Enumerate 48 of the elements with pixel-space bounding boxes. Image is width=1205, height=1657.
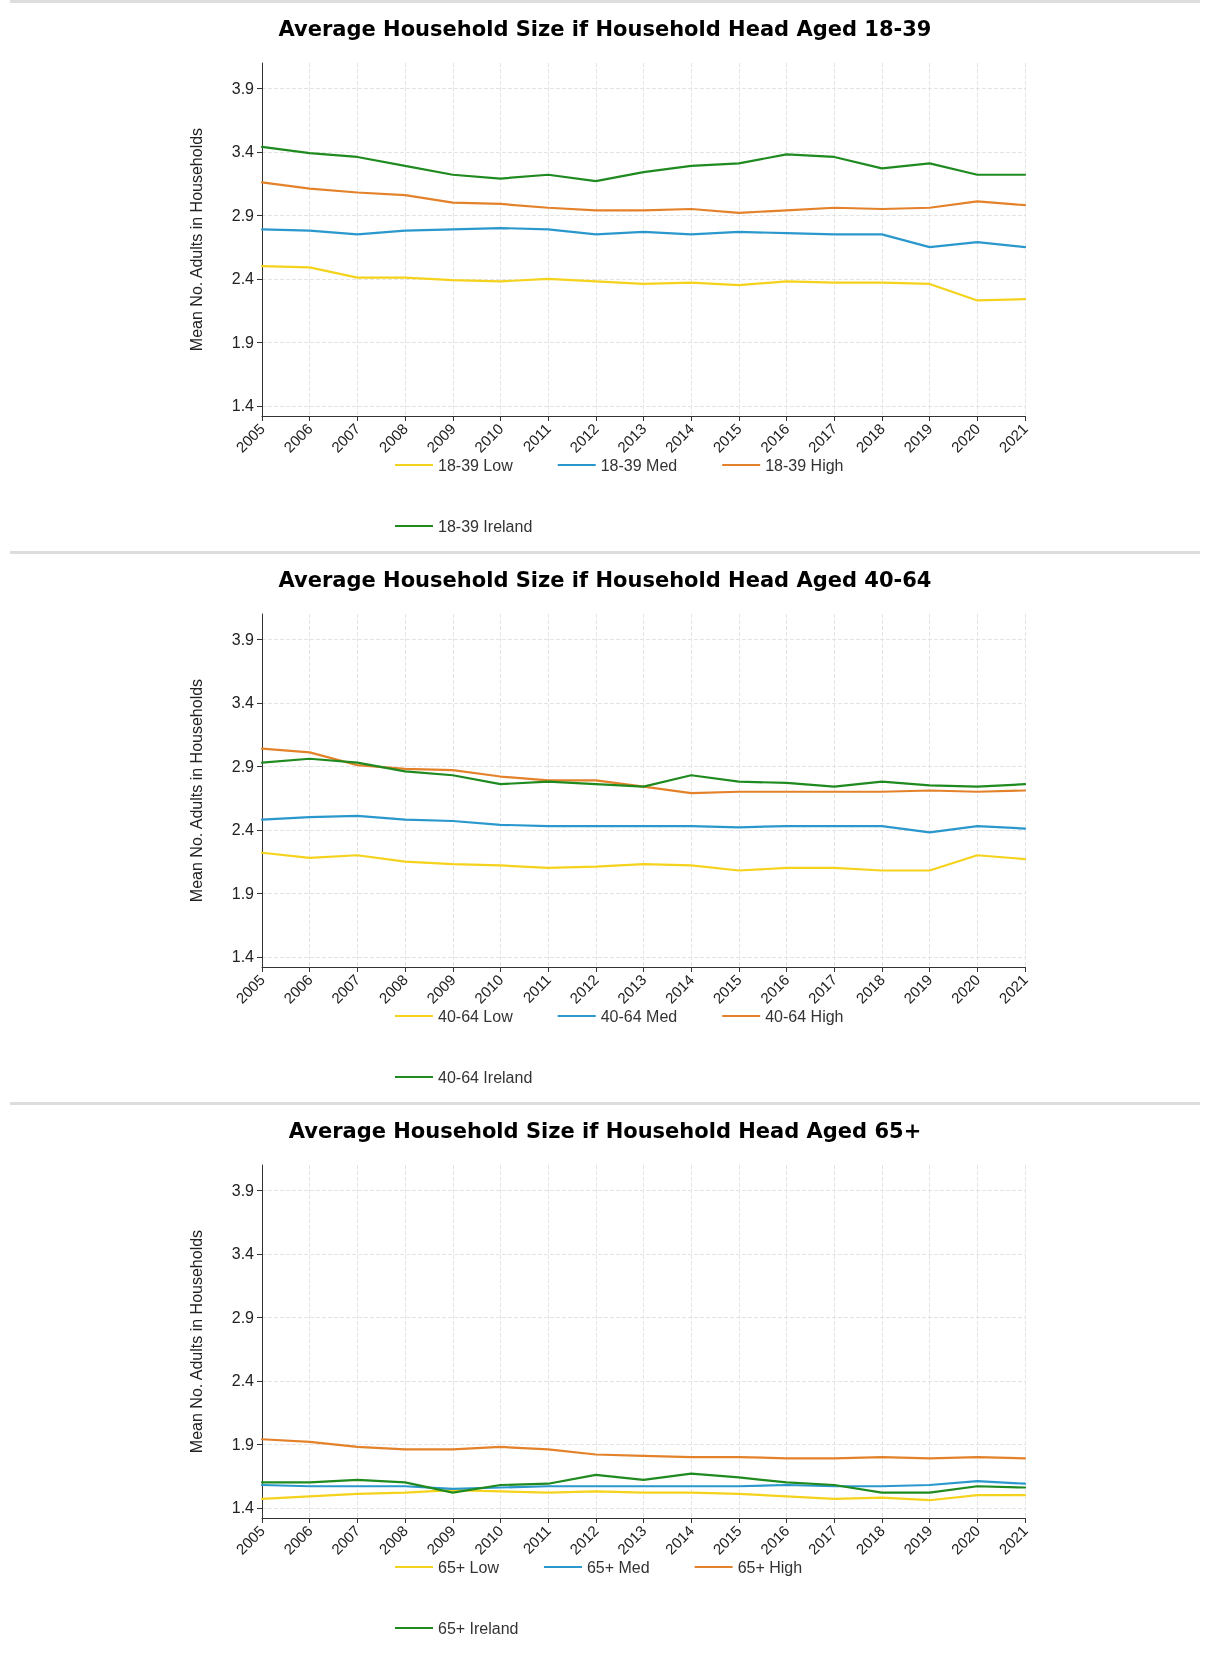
- chart-title: Average Household Size if Household Head Aged 40-64: [278, 567, 932, 592]
- y-axis-title: Mean No. Adults in Households: [187, 678, 205, 903]
- legend-label: 40-64 Ireland: [438, 1068, 533, 1086]
- line-series: [260, 747, 1027, 795]
- line-series: [260, 181, 1027, 214]
- y-tick-label: 1.9: [231, 333, 255, 351]
- line-series: [260, 1488, 1027, 1502]
- y-tick-label: 2.9: [231, 206, 255, 224]
- y-tick-label: 2.9: [231, 757, 255, 775]
- legend-label: 18-39 High: [765, 456, 844, 474]
- legend-label: 18-39 Ireland: [438, 517, 533, 535]
- line-series: [260, 1480, 1027, 1490]
- line-series: [260, 1438, 1027, 1460]
- legend-label: 65+ High: [737, 1558, 803, 1576]
- y-tick-label: 3.9: [231, 1181, 255, 1199]
- y-tick-label: 2.4: [231, 1372, 255, 1390]
- line-series: [260, 226, 1027, 249]
- legend-label: 18-39 Med: [600, 456, 678, 474]
- y-tick-label: 3.9: [231, 79, 255, 97]
- legend-label: 65+ Ireland: [438, 1619, 519, 1637]
- y-tick-label: 1.4: [231, 948, 255, 966]
- y-tick-label: 1.9: [231, 1435, 255, 1453]
- line-series: [260, 145, 1027, 183]
- legend-label: 65+ Med: [586, 1558, 650, 1576]
- y-tick-label: 3.4: [231, 1245, 255, 1263]
- y-tick-label: 2.9: [231, 1308, 255, 1326]
- legend-label: 40-64 High: [765, 1007, 844, 1025]
- y-tick-label: 3.4: [231, 694, 255, 712]
- y-tick-label: 1.9: [231, 884, 255, 902]
- y-tick-label: 2.4: [231, 821, 255, 839]
- y-tick-label: 2.4: [231, 270, 255, 288]
- line-series: [260, 265, 1027, 302]
- y-tick-label: 1.4: [231, 397, 255, 415]
- legend-label: 40-64 Med: [600, 1007, 678, 1025]
- y-tick-label: 1.4: [231, 1499, 255, 1517]
- chart-title: Average Household Size if Household Head Aged 18-39: [278, 16, 932, 41]
- line-series: [260, 814, 1027, 834]
- chart-title: Average Household Size if Household Head Aged 65+: [288, 1118, 922, 1143]
- y-axis-title: Mean No. Adults in Households: [187, 127, 205, 352]
- legend-label: 65+ Low: [438, 1558, 500, 1576]
- y-axis-title: Mean No. Adults in Households: [187, 1229, 205, 1454]
- y-tick-label: 3.9: [231, 630, 255, 648]
- legend-label: 18-39 Low: [438, 456, 514, 474]
- line-series: [260, 757, 1027, 788]
- line-series: [260, 851, 1027, 872]
- legend-label: 40-64 Low: [438, 1007, 514, 1025]
- y-tick-label: 3.4: [231, 143, 255, 161]
- line-series: [260, 1472, 1027, 1494]
